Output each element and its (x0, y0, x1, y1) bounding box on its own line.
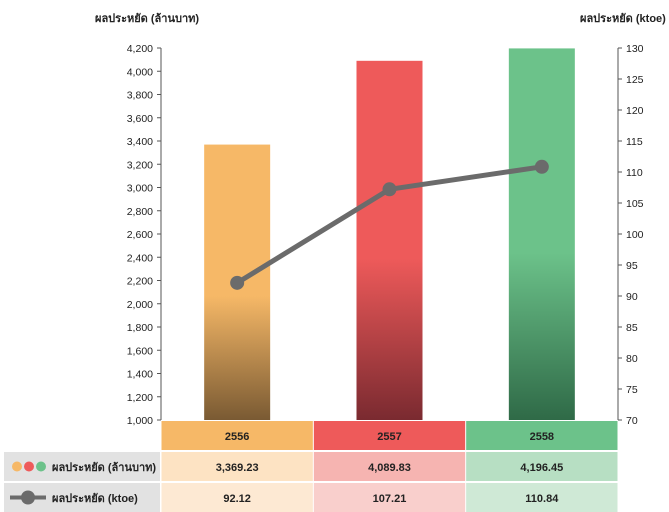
y-tick-label: 1,000 (127, 415, 153, 427)
value-cell (466, 452, 618, 481)
y-tick-label: 1,600 (127, 345, 153, 357)
y-axis: 1,000 1,200 1,400 1,600 1,800 2,000 2,200 2,400… (127, 43, 162, 427)
legend-marker (21, 490, 35, 505)
category-label: 2558 (530, 431, 554, 443)
data-label: 92.12 (223, 493, 251, 505)
y-tick-label: 3,600 (127, 113, 153, 125)
data-label: 4,196.45 (520, 462, 563, 474)
header-cell (161, 421, 313, 450)
data-label: 4,089.83 (368, 462, 411, 474)
legend-dot (36, 461, 46, 472)
y-tick-label: 3,000 (127, 183, 153, 195)
y-tick-label: 1,800 (127, 322, 153, 334)
y2-axis: 70 75 80 85 90 95 100 105 110 115 120 125 130 (617, 43, 644, 427)
bar-2557 (356, 60, 423, 421)
data-label: 107.21 (373, 493, 407, 505)
y2-axis-title: ผลประหยัด (ktoe) (580, 12, 666, 25)
value-cell (313, 483, 466, 512)
y-tick-label: 3,800 (127, 90, 153, 102)
y2-tick-label: 75 (626, 384, 638, 396)
value-cell (161, 452, 313, 481)
point-2556 (230, 275, 245, 290)
y-tick-label: 2,400 (127, 252, 153, 264)
bars (204, 48, 575, 421)
legend-label: ผลประหยัด (ktoe) (52, 492, 138, 505)
data-label: 110.84 (525, 493, 559, 505)
legend-dot (24, 461, 34, 472)
header-cell (313, 421, 466, 450)
value-cell (161, 483, 313, 512)
y-tick-label: 1,200 (127, 392, 153, 404)
data-table: 2556 2557 2558 ผลประหยัด (ล้านบาท) 3,369.23 4… (4, 421, 618, 512)
legend-label: ผลประหยัด (ล้านบาท) (52, 461, 156, 474)
y-tick-label: 2,600 (127, 229, 153, 241)
y-axis-title: ผลประหยัด (ล้านบาท) (95, 12, 199, 25)
y2-tick-label: 85 (626, 322, 638, 334)
y-tick-label: 3,200 (127, 159, 153, 171)
y2-tick-label: 70 (626, 415, 638, 427)
y-tick-label: 3,400 (127, 136, 153, 148)
y-tick-label: 1,400 (127, 369, 153, 381)
y-tick-label: 2,800 (127, 206, 153, 218)
value-cell (313, 452, 466, 481)
y2-tick-label: 90 (626, 291, 638, 303)
y-tick-label: 2,200 (127, 276, 153, 288)
data-label: 3,369.23 (216, 462, 259, 474)
y-tick-label: 4,200 (127, 43, 153, 55)
y2-tick-label: 100 (626, 229, 644, 241)
point-2558 (534, 159, 549, 174)
y2-tick-label: 130 (626, 43, 644, 55)
legend-dot (12, 461, 22, 472)
y2-tick-label: 125 (626, 74, 644, 86)
category-label: 2557 (377, 431, 401, 443)
line-series (230, 159, 549, 290)
value-cell (466, 483, 618, 512)
y2-tick-label: 80 (626, 353, 638, 365)
y-tick-label: 2,000 (127, 299, 153, 311)
category-label: 2556 (225, 431, 249, 443)
y2-tick-label: 105 (626, 198, 644, 210)
y2-tick-label: 110 (626, 167, 643, 179)
point-2557 (382, 182, 397, 197)
y2-tick-label: 120 (626, 105, 644, 117)
bar-2558 (508, 48, 575, 420)
y2-tick-label: 115 (626, 136, 643, 148)
y-tick-label: 4,000 (127, 66, 153, 78)
header-cell (466, 421, 618, 450)
y2-tick-label: 95 (626, 260, 638, 272)
